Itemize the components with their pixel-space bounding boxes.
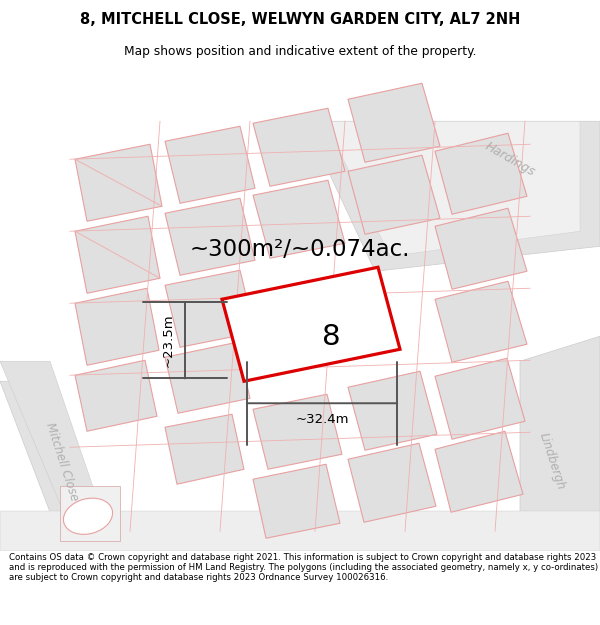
Polygon shape [165, 126, 255, 203]
Polygon shape [75, 216, 160, 293]
Polygon shape [0, 511, 600, 551]
Polygon shape [348, 155, 440, 234]
Text: Mitchell Close: Mitchell Close [43, 421, 81, 502]
Polygon shape [75, 144, 162, 221]
Polygon shape [0, 381, 105, 551]
Text: ~23.5m: ~23.5m [161, 314, 175, 367]
Text: ~32.4m: ~32.4m [295, 412, 349, 426]
Text: Hardings: Hardings [482, 139, 538, 179]
Polygon shape [348, 443, 436, 522]
Polygon shape [253, 180, 345, 258]
Text: Map shows position and indicative extent of the property.: Map shows position and indicative extent… [124, 45, 476, 58]
Polygon shape [253, 464, 340, 538]
Polygon shape [305, 121, 600, 271]
Polygon shape [435, 431, 523, 512]
Polygon shape [348, 371, 437, 450]
Text: Lindbergh: Lindbergh [536, 431, 568, 491]
Polygon shape [165, 270, 255, 348]
Polygon shape [165, 198, 255, 275]
Text: 8: 8 [322, 323, 340, 351]
Ellipse shape [64, 498, 113, 534]
Polygon shape [165, 414, 244, 484]
Polygon shape [60, 486, 120, 541]
Polygon shape [348, 83, 440, 162]
Polygon shape [435, 281, 527, 362]
Polygon shape [75, 288, 159, 365]
Polygon shape [75, 360, 157, 431]
Text: Contains OS data © Crown copyright and database right 2021. This information is : Contains OS data © Crown copyright and d… [9, 552, 598, 582]
Polygon shape [435, 133, 527, 214]
Polygon shape [0, 361, 115, 551]
Polygon shape [520, 336, 600, 551]
Polygon shape [222, 268, 400, 381]
Text: ~300m²/~0.074ac.: ~300m²/~0.074ac. [190, 238, 410, 261]
Polygon shape [325, 121, 580, 256]
Polygon shape [165, 342, 250, 413]
Polygon shape [253, 394, 342, 469]
Polygon shape [435, 208, 527, 289]
Polygon shape [253, 108, 345, 186]
Text: 8, MITCHELL CLOSE, WELWYN GARDEN CITY, AL7 2NH: 8, MITCHELL CLOSE, WELWYN GARDEN CITY, A… [80, 12, 520, 28]
Polygon shape [435, 358, 525, 439]
